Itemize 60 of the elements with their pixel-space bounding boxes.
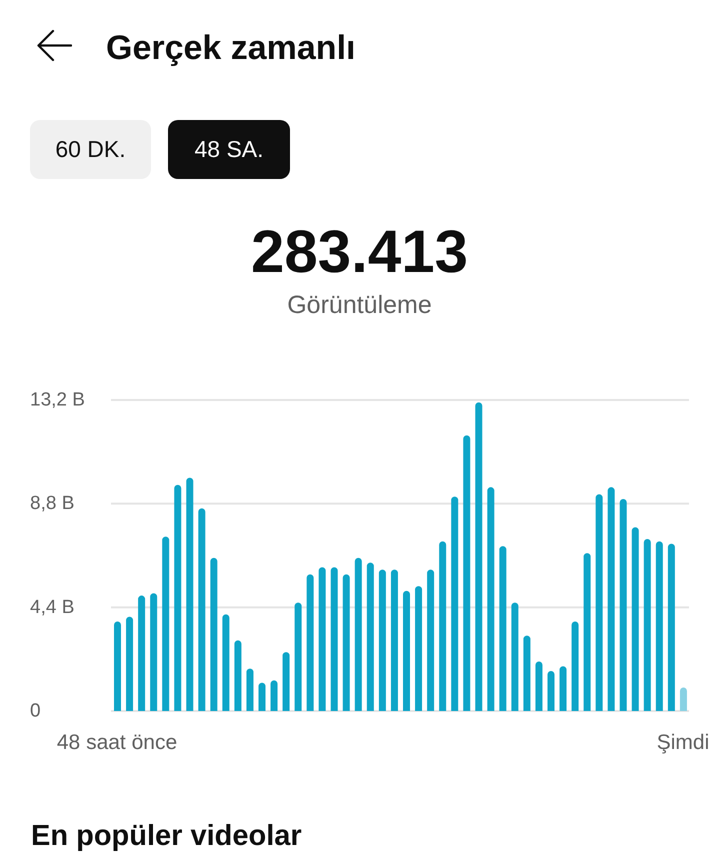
bar: [222, 614, 230, 711]
y-tick-label: 13,2 B: [30, 390, 85, 410]
bar: [403, 590, 410, 711]
time-range-button[interactable]: 60 DK.: [30, 120, 151, 179]
bar: [210, 558, 218, 711]
bar: [330, 567, 338, 711]
bar: [246, 668, 254, 711]
y-tick-label: 8,8 B: [30, 493, 74, 514]
bar: [644, 539, 651, 711]
bar: [270, 680, 278, 711]
bar: [572, 621, 579, 711]
bar: [668, 544, 675, 711]
bar: [114, 621, 121, 711]
bar: [366, 562, 374, 711]
x-tick-label: 48 saat önce: [56, 731, 178, 754]
bar: [415, 586, 422, 711]
y-tick-label: 0: [30, 700, 41, 722]
text: En popüler videolar: [31, 820, 302, 852]
bar: [318, 567, 326, 711]
bar: [451, 496, 458, 711]
bar: [548, 670, 554, 711]
bar: [234, 640, 242, 711]
bar: [294, 602, 302, 711]
bar: [680, 687, 687, 711]
bar: [511, 602, 518, 711]
bar: [608, 487, 615, 711]
bar: [620, 498, 627, 711]
bar: [523, 636, 530, 711]
bar: [162, 536, 170, 711]
bar: [186, 478, 194, 711]
bar: [475, 402, 482, 711]
chart-subtitle: 283.413: [250, 218, 469, 285]
bar: [439, 541, 446, 711]
bar: [632, 527, 639, 711]
x-tick-label: Şimdi: [656, 731, 710, 754]
bar: [390, 570, 398, 711]
bar: [535, 662, 542, 711]
bar: [560, 666, 567, 711]
bar: [427, 570, 434, 711]
bar: [282, 652, 290, 711]
bar: [258, 682, 266, 711]
bar: [487, 487, 494, 711]
bar: [126, 616, 134, 711]
chart-title: Gerçek zamanlı: [106, 29, 356, 67]
bar: [584, 553, 591, 711]
bar: [174, 484, 182, 711]
text: Görüntüleme: [286, 291, 433, 319]
bar: [378, 570, 386, 711]
bar: [342, 574, 350, 711]
bar: [150, 593, 158, 711]
bar: [306, 574, 314, 711]
bar: [463, 435, 470, 711]
bar: [656, 541, 663, 711]
bar: [354, 558, 362, 711]
bar: [499, 546, 506, 711]
bar: [198, 508, 206, 711]
y-tick-label: 4,4 B: [30, 596, 74, 618]
bar: [138, 596, 146, 711]
time-range-button[interactable]: 48 SA.: [168, 120, 290, 179]
bar: [596, 494, 603, 711]
